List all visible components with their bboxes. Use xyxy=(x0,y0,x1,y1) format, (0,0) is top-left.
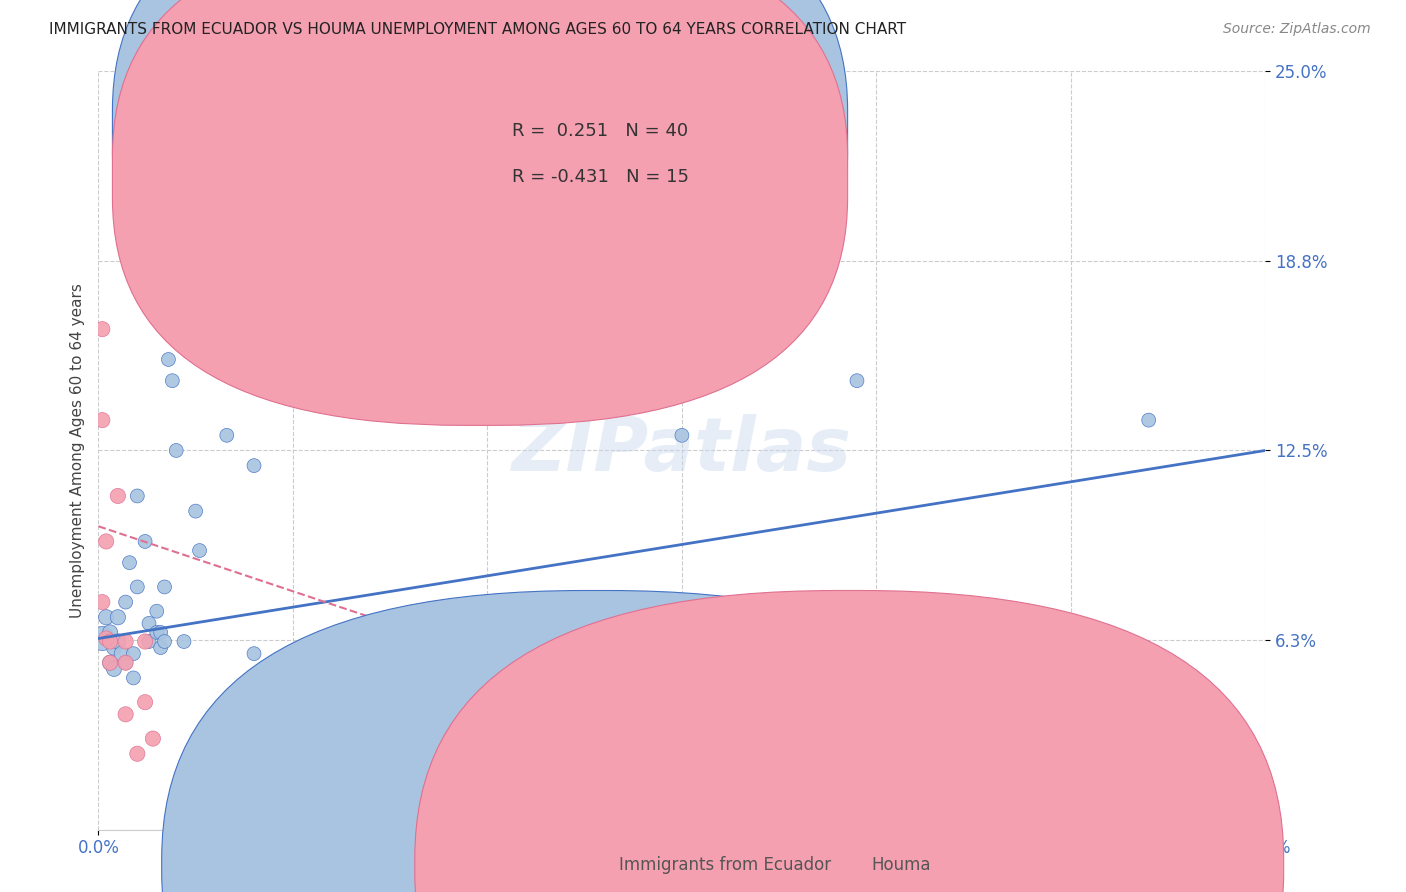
Point xyxy=(107,634,129,648)
Point xyxy=(671,428,693,442)
Point xyxy=(243,647,266,661)
Point xyxy=(243,458,266,473)
Text: Source: ZipAtlas.com: Source: ZipAtlas.com xyxy=(1223,22,1371,37)
Point xyxy=(188,543,211,558)
Point xyxy=(114,595,136,609)
Point xyxy=(114,656,136,670)
Point xyxy=(98,656,121,670)
Point xyxy=(96,632,118,646)
Point xyxy=(96,610,118,624)
Point xyxy=(215,428,238,442)
Point xyxy=(122,671,145,685)
Point xyxy=(748,647,770,661)
Point xyxy=(107,610,129,624)
Text: R = -0.431   N = 15: R = -0.431 N = 15 xyxy=(512,168,689,186)
Point xyxy=(98,634,121,648)
Point xyxy=(114,656,136,670)
Point xyxy=(127,580,149,594)
Point xyxy=(91,595,114,609)
Point xyxy=(162,374,184,388)
Point xyxy=(127,747,149,761)
Point xyxy=(91,322,114,336)
Point xyxy=(122,647,145,661)
FancyBboxPatch shape xyxy=(437,90,763,216)
Point xyxy=(827,807,849,822)
FancyBboxPatch shape xyxy=(112,0,848,379)
Point xyxy=(96,534,118,549)
Point xyxy=(91,632,114,646)
Point xyxy=(98,625,121,640)
Point xyxy=(846,374,869,388)
Text: R =  0.251   N = 40: R = 0.251 N = 40 xyxy=(512,122,688,140)
Point xyxy=(138,634,160,648)
Point xyxy=(103,640,125,655)
Point xyxy=(184,504,207,518)
Point xyxy=(114,634,136,648)
Point xyxy=(91,413,114,427)
Y-axis label: Unemployment Among Ages 60 to 64 years: Unemployment Among Ages 60 to 64 years xyxy=(69,283,84,618)
Point xyxy=(114,707,136,722)
Point xyxy=(149,625,172,640)
Point xyxy=(165,443,187,458)
Point xyxy=(134,634,156,648)
Point xyxy=(138,616,160,631)
Point xyxy=(173,634,195,648)
Text: Houma: Houma xyxy=(872,856,931,874)
Point xyxy=(107,489,129,503)
Text: ZIPatlas: ZIPatlas xyxy=(512,414,852,487)
Point xyxy=(153,634,176,648)
Point xyxy=(215,777,238,791)
Point xyxy=(146,625,169,640)
Point xyxy=(149,640,172,655)
Point xyxy=(153,580,176,594)
Point xyxy=(111,647,134,661)
Point xyxy=(103,662,125,676)
Point xyxy=(1137,413,1160,427)
Point xyxy=(118,556,141,570)
Text: IMMIGRANTS FROM ECUADOR VS HOUMA UNEMPLOYMENT AMONG AGES 60 TO 64 YEARS CORRELAT: IMMIGRANTS FROM ECUADOR VS HOUMA UNEMPLO… xyxy=(49,22,907,37)
Point xyxy=(146,604,169,618)
Point xyxy=(142,731,165,746)
Point xyxy=(321,665,343,679)
Text: Immigrants from Ecuador: Immigrants from Ecuador xyxy=(619,856,831,874)
FancyBboxPatch shape xyxy=(112,0,848,425)
Point xyxy=(134,695,156,709)
Point xyxy=(134,534,156,549)
Point xyxy=(127,489,149,503)
Point xyxy=(1177,822,1199,837)
Point xyxy=(98,656,121,670)
Point xyxy=(157,352,180,367)
